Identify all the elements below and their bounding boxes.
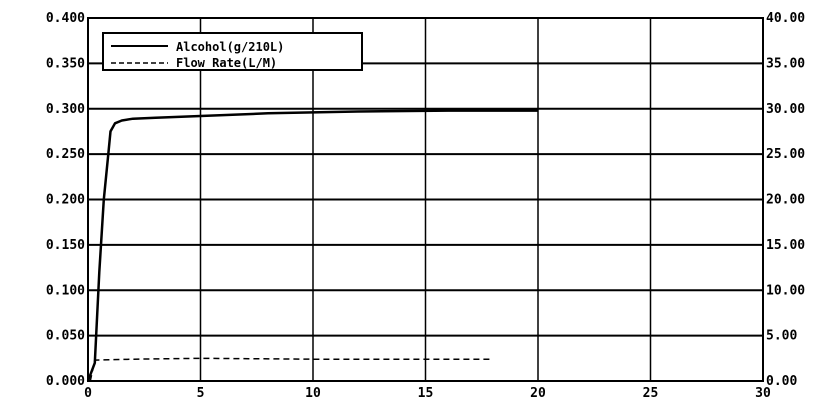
x-tick-label: 0 <box>84 386 92 401</box>
y-tick-label: 0.400 <box>46 11 85 26</box>
y2-tick-label: 10.00 <box>766 283 805 298</box>
x-tick-label: 5 <box>197 386 205 401</box>
y-tick-labels: 0.000 0.050 0.100 0.150 0.200 0.250 0.300 0.350… <box>46 11 85 389</box>
y-tick-label: 0.250 <box>46 147 85 162</box>
y-tick-label: 0.100 <box>46 283 85 298</box>
plot-frame <box>87 17 764 382</box>
y-tick-label: 0.050 <box>46 329 85 344</box>
series-line-flow-rate <box>89 357 493 382</box>
x-tick-label: 25 <box>643 386 659 401</box>
y2-tick-label: 15.00 <box>766 238 805 253</box>
legend-label-flow-rate: Flow Rate(L/M) <box>176 56 277 70</box>
x-tick-label: 30 <box>755 386 771 401</box>
series-line-alcohol <box>86 109 538 382</box>
y2-tick-labels: 0.00 5.00 10.00 15.00 20.00 25.00 30.00 35.00 40… <box>766 11 805 389</box>
legend: Alcohol(g/210L) Flow Rate(L/M) <box>102 32 363 71</box>
y-tick-label: 0.300 <box>46 102 85 117</box>
y2-tick-label: 20.00 <box>766 193 805 208</box>
series-layer <box>86 109 538 382</box>
legend-label-alcohol: Alcohol(g/210L) <box>176 40 284 54</box>
y-tick-label: 0.200 <box>46 193 85 208</box>
y2-tick-label: 40.00 <box>766 11 805 26</box>
y-tick-label: 0.150 <box>46 238 85 253</box>
x-tick-label: 10 <box>305 386 321 401</box>
y-tick-label: 0.350 <box>46 56 85 71</box>
y2-tick-label: 35.00 <box>766 56 805 71</box>
y2-tick-label: 25.00 <box>766 147 805 162</box>
plot-border <box>87 17 764 382</box>
x-tick-labels: 0 5 10 15 20 25 30 <box>84 386 771 401</box>
y-tick-label: 0.000 <box>46 374 85 389</box>
y2-tick-label: 5.00 <box>766 329 797 344</box>
x-tick-label: 15 <box>418 386 434 401</box>
legend-box <box>102 32 363 71</box>
y2-tick-label: 0.00 <box>766 374 797 389</box>
x-tick-label: 20 <box>530 386 546 401</box>
y2-tick-label: 30.00 <box>766 102 805 117</box>
